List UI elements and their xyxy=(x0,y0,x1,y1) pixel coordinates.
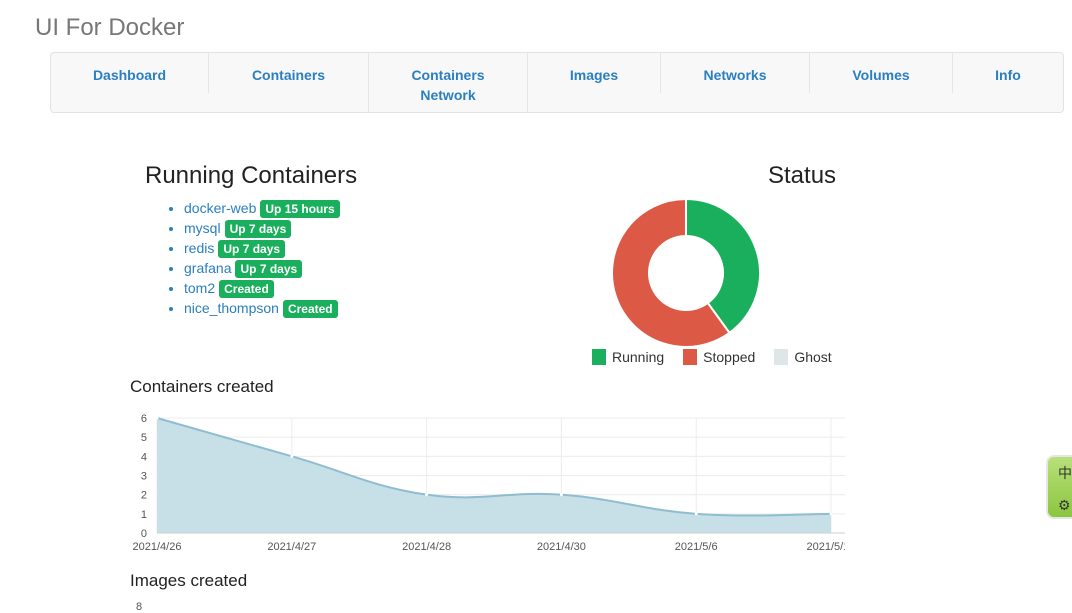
status-legend: Running Stopped Ghost xyxy=(592,349,851,365)
nav-containers[interactable]: Containers xyxy=(251,67,326,83)
x-tick-label: 2021/5/15 xyxy=(807,541,845,553)
container-link[interactable]: mysql xyxy=(184,220,221,236)
nav-divider xyxy=(660,53,661,93)
y-tick-label: 3 xyxy=(141,471,147,483)
nav-images[interactable]: Images xyxy=(569,67,619,83)
x-tick-label: 2021/4/30 xyxy=(537,541,586,553)
containers-created-chart: 0 1 2 3 4 5 6 2021/4/26 2021/4/27 2021/4/28 2021/4… xyxy=(133,413,845,553)
nav-networks[interactable]: Networks xyxy=(703,67,767,83)
images-chart-first-tick: 8 xyxy=(136,601,143,613)
legend-label: Running xyxy=(612,349,665,365)
language-icon: 中 xyxy=(1058,465,1072,481)
container-link[interactable]: tom2 xyxy=(184,280,216,296)
status-badge: Up 7 days xyxy=(235,260,303,279)
gear-icon: ⚙ xyxy=(1058,497,1071,513)
data-point xyxy=(559,493,563,497)
data-point xyxy=(155,416,159,420)
legend-label: Ghost xyxy=(794,349,832,365)
y-tick-label: 1 xyxy=(141,509,147,521)
legend-swatch xyxy=(592,349,606,365)
y-tick-label: 0 xyxy=(141,528,147,540)
y-tick-label: 5 xyxy=(141,432,147,444)
nav-divider xyxy=(527,53,528,112)
legend-item: Stopped xyxy=(683,349,755,365)
nav-containers-network[interactable]: Containers Network xyxy=(411,67,485,103)
legend-swatch xyxy=(683,349,698,365)
status-badge: Up 7 days xyxy=(218,240,286,259)
status-badge: Created xyxy=(282,300,338,319)
images-created-title: Images created xyxy=(130,571,248,590)
x-tick-label: 2021/5/6 xyxy=(675,541,718,553)
container-link[interactable]: grafana xyxy=(184,260,232,276)
status-title: Status xyxy=(768,162,837,189)
y-tick-label: 4 xyxy=(141,451,147,463)
x-tick-label: 2021/4/27 xyxy=(267,541,316,553)
status-donut-chart xyxy=(611,197,761,348)
series-line xyxy=(156,417,832,517)
x-tick-label: 2021/4/26 xyxy=(133,541,182,553)
area-fill xyxy=(157,418,831,533)
nav-dashboard[interactable]: Dashboard xyxy=(92,67,167,83)
data-point xyxy=(829,512,833,516)
nav-divider xyxy=(952,53,953,93)
legend-label: Stopped xyxy=(703,349,756,365)
nav-divider xyxy=(809,53,810,93)
legend-swatch xyxy=(774,349,789,365)
nav-info[interactable]: Info xyxy=(995,67,1021,83)
data-point xyxy=(694,512,698,516)
nav-divider xyxy=(208,53,209,93)
container-link[interactable]: nice_thompson xyxy=(184,300,279,316)
data-point xyxy=(425,493,429,497)
container-link[interactable]: redis xyxy=(184,240,215,256)
main-nav: Dashboard Containers Containers Network … xyxy=(50,52,1064,113)
y-tick-label: 2 xyxy=(141,490,147,502)
app-title: UI For Docker xyxy=(35,14,185,41)
running-containers-title: Running Containers xyxy=(145,162,358,189)
x-tick-label: 2021/4/28 xyxy=(402,541,451,553)
container-link[interactable]: docker-web xyxy=(184,200,257,216)
containers-created-title: Containers created xyxy=(130,377,274,396)
status-badge: Up 7 days xyxy=(224,220,292,239)
legend-item: Ghost xyxy=(774,349,832,365)
data-point xyxy=(290,454,294,458)
input-method-widget[interactable]: 中 ⚙ xyxy=(1046,455,1072,519)
nav-divider xyxy=(368,53,369,112)
y-tick-label: 6 xyxy=(141,413,147,425)
pie-slice-stopped xyxy=(611,197,731,348)
legend-item: Running xyxy=(592,349,664,365)
status-badge: Created xyxy=(219,280,274,299)
nav-volumes[interactable]: Volumes xyxy=(852,67,910,83)
pie-slice-running xyxy=(685,197,761,335)
status-badge: Up 15 hours xyxy=(260,200,340,219)
